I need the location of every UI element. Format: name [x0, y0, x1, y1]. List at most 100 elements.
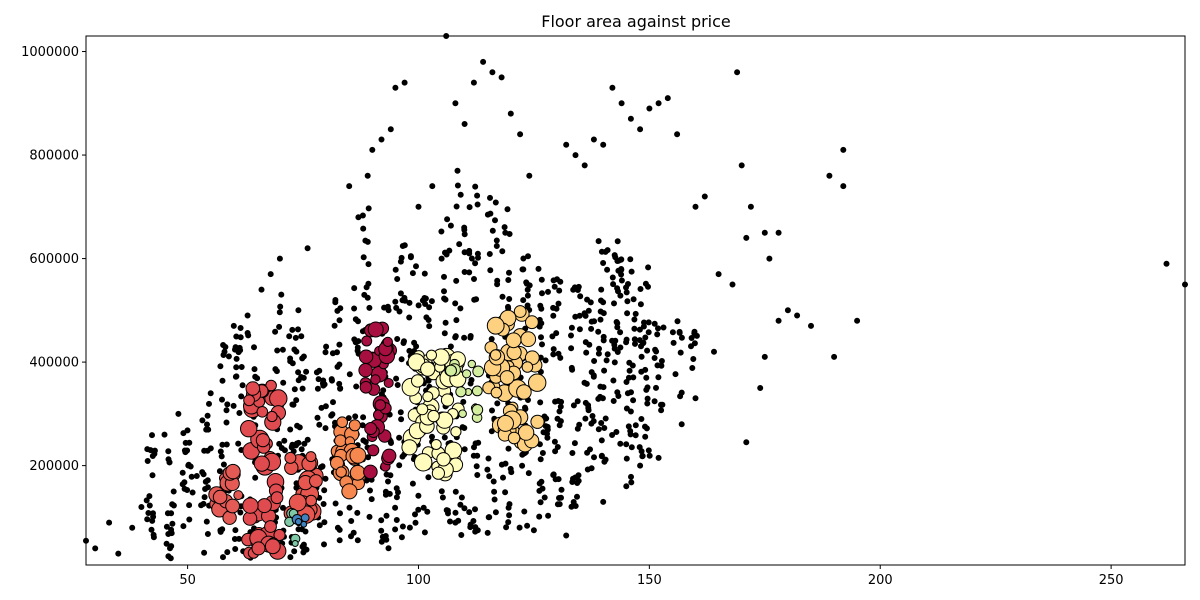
- noise-point: [406, 314, 413, 321]
- noise-point: [571, 440, 578, 447]
- noise-point: [369, 146, 376, 153]
- noise-point: [525, 470, 532, 477]
- noise-point: [220, 461, 227, 468]
- noise-point: [351, 305, 358, 312]
- noise-point: [701, 193, 708, 200]
- cluster-point: [364, 422, 378, 435]
- cluster-point: [242, 497, 259, 514]
- noise-point: [220, 554, 226, 561]
- noise-point: [452, 100, 459, 107]
- noise-point: [524, 286, 531, 293]
- noise-point: [165, 448, 172, 455]
- noise-point: [287, 554, 294, 561]
- noise-point: [467, 334, 474, 341]
- noise-point: [595, 328, 602, 335]
- noise-point: [180, 430, 187, 437]
- noise-point: [568, 364, 575, 371]
- noise-point: [692, 203, 699, 210]
- noise-point: [480, 58, 487, 65]
- noise-point: [146, 502, 153, 509]
- noise-point: [296, 424, 303, 431]
- noise-point: [574, 493, 580, 500]
- cluster-point: [436, 452, 451, 467]
- noise-point: [474, 472, 481, 478]
- noise-point: [457, 305, 464, 312]
- noise-point: [537, 399, 544, 406]
- noise-point: [163, 523, 170, 530]
- noise-point: [230, 402, 237, 409]
- noise-point: [550, 312, 557, 319]
- noise-point: [466, 509, 473, 516]
- noise-point: [651, 355, 658, 361]
- noise-point: [412, 511, 418, 518]
- noise-point: [200, 500, 207, 507]
- y-tick-label: 200000: [29, 459, 79, 474]
- noise-point: [644, 400, 651, 407]
- noise-point: [487, 194, 493, 201]
- noise-point: [596, 345, 602, 352]
- cluster-point: [507, 431, 521, 445]
- noise-point: [392, 84, 399, 91]
- noise-point: [611, 359, 618, 366]
- noise-point: [473, 463, 480, 470]
- noise-point: [393, 375, 400, 382]
- noise-point: [468, 255, 475, 262]
- noise-point: [598, 420, 605, 426]
- noise-point: [409, 270, 416, 277]
- cluster-point: [445, 364, 457, 377]
- noise-point: [585, 307, 592, 314]
- noise-point: [688, 343, 694, 350]
- noise-point: [384, 303, 391, 310]
- noise-point: [652, 346, 659, 353]
- noise-point: [216, 468, 223, 475]
- noise-point: [674, 318, 681, 325]
- noise-point: [407, 253, 414, 260]
- noise-point: [582, 312, 589, 319]
- noise-point: [332, 297, 339, 303]
- cluster-point: [382, 336, 393, 347]
- noise-point: [572, 152, 579, 159]
- noise-point: [570, 402, 577, 409]
- cluster-point: [422, 391, 434, 403]
- noise-point: [457, 501, 464, 508]
- noise-point: [557, 403, 564, 410]
- noise-point: [637, 286, 644, 292]
- noise-point: [591, 454, 597, 461]
- noise-point: [365, 280, 372, 287]
- cluster-point: [284, 451, 297, 464]
- noise-point: [520, 297, 527, 304]
- noise-point: [291, 386, 298, 393]
- noise-point: [544, 423, 551, 430]
- noise-point: [609, 274, 616, 281]
- noise-point: [610, 281, 617, 288]
- noise-point: [506, 231, 513, 237]
- cluster-point: [471, 385, 483, 397]
- noise-point: [642, 366, 649, 373]
- noise-point: [378, 538, 385, 545]
- noise-point: [640, 323, 647, 330]
- noise-point: [438, 228, 445, 235]
- noise-point: [539, 341, 545, 348]
- noise-point: [443, 507, 450, 514]
- noise-point: [588, 420, 595, 427]
- noise-point: [585, 402, 592, 409]
- noise-point: [574, 425, 581, 432]
- noise-point: [352, 339, 359, 346]
- noise-point: [322, 425, 329, 432]
- noise-point: [320, 377, 327, 384]
- noise-point: [453, 317, 460, 324]
- noise-point: [355, 214, 362, 221]
- noise-point: [461, 505, 468, 512]
- noise-point: [199, 469, 206, 476]
- noise-point: [617, 329, 624, 336]
- noise-point: [643, 374, 650, 381]
- noise-point: [300, 544, 307, 551]
- noise-point: [318, 404, 325, 411]
- noise-point: [545, 512, 552, 519]
- noise-point: [617, 344, 624, 351]
- cluster-point: [450, 426, 462, 438]
- noise-point: [609, 84, 616, 91]
- cluster-point: [525, 315, 539, 330]
- noise-point: [597, 316, 604, 323]
- noise-point: [175, 410, 182, 417]
